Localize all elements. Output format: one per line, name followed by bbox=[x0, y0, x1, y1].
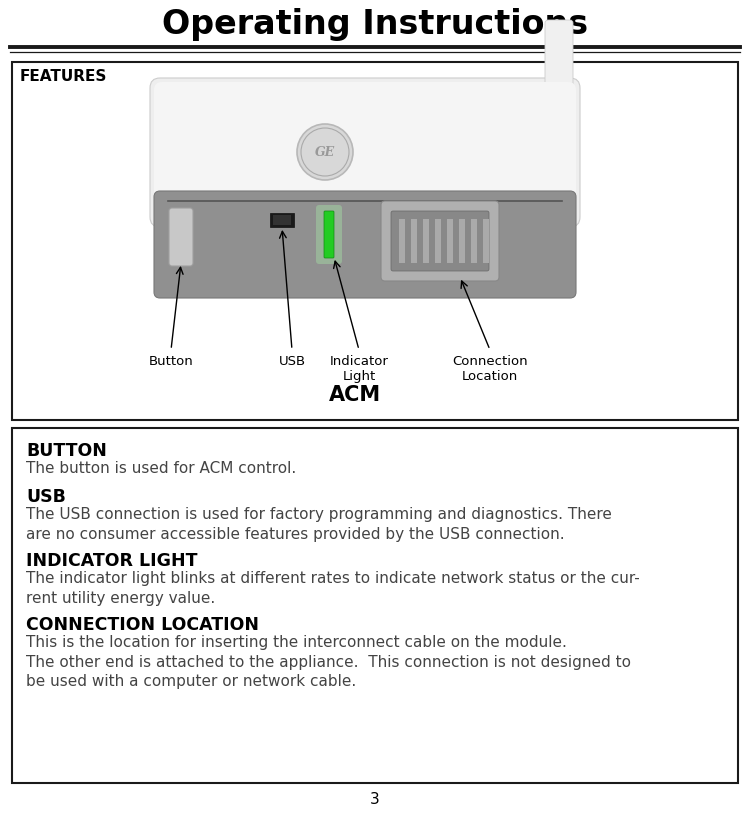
Text: GE: GE bbox=[315, 145, 335, 158]
Text: INDICATOR LIGHT: INDICATOR LIGHT bbox=[26, 552, 197, 570]
FancyBboxPatch shape bbox=[316, 205, 342, 264]
FancyBboxPatch shape bbox=[270, 213, 294, 227]
Bar bbox=[459, 219, 465, 263]
FancyBboxPatch shape bbox=[154, 191, 576, 298]
Text: This is the location for inserting the interconnect cable on the module.
The oth: This is the location for inserting the i… bbox=[26, 636, 631, 689]
Bar bbox=[423, 219, 429, 263]
Bar bbox=[411, 219, 417, 263]
Text: CONNECTION LOCATION: CONNECTION LOCATION bbox=[26, 617, 259, 635]
FancyBboxPatch shape bbox=[324, 211, 334, 258]
Text: Connection
Location: Connection Location bbox=[452, 355, 528, 383]
Bar bbox=[12, 428, 738, 783]
Text: The indicator light blinks at different rates to indicate network status or the : The indicator light blinks at different … bbox=[26, 571, 640, 605]
Text: ACM: ACM bbox=[329, 385, 381, 405]
Bar bbox=[12, 62, 738, 420]
FancyBboxPatch shape bbox=[169, 208, 193, 266]
Bar bbox=[273, 215, 291, 225]
Text: 3: 3 bbox=[370, 792, 380, 808]
Bar bbox=[435, 219, 441, 263]
Text: The button is used for ACM control.: The button is used for ACM control. bbox=[26, 461, 296, 476]
Text: Indicator
Light: Indicator Light bbox=[329, 355, 388, 383]
Text: FEATURES: FEATURES bbox=[20, 69, 107, 84]
Text: USB: USB bbox=[26, 489, 66, 507]
Bar bbox=[483, 219, 489, 263]
FancyBboxPatch shape bbox=[154, 82, 576, 221]
Bar bbox=[447, 219, 453, 263]
Text: The USB connection is used for factory programming and diagnostics. There
are no: The USB connection is used for factory p… bbox=[26, 508, 612, 542]
Text: USB: USB bbox=[278, 355, 305, 368]
Text: BUTTON: BUTTON bbox=[26, 442, 106, 460]
Circle shape bbox=[297, 124, 353, 180]
Text: Button: Button bbox=[148, 355, 194, 368]
Text: Operating Instructions: Operating Instructions bbox=[162, 8, 588, 41]
Bar bbox=[471, 219, 477, 263]
FancyBboxPatch shape bbox=[150, 78, 580, 227]
FancyBboxPatch shape bbox=[391, 211, 489, 271]
Bar bbox=[399, 219, 405, 263]
FancyBboxPatch shape bbox=[545, 20, 573, 101]
FancyBboxPatch shape bbox=[381, 201, 499, 281]
